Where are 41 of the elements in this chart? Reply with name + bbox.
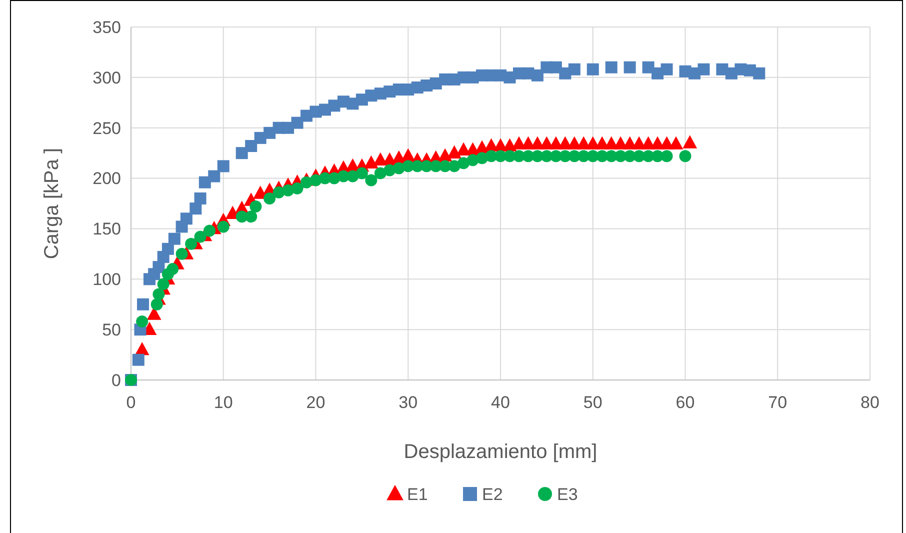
- point: [176, 248, 188, 260]
- y-tick-label: 100: [92, 270, 121, 290]
- point: [356, 167, 368, 180]
- point: [194, 230, 206, 243]
- legend-label: E2: [482, 484, 503, 504]
- x-tick-label: 30: [398, 393, 418, 412]
- x-tick-label: 50: [583, 393, 602, 412]
- point: [264, 192, 276, 204]
- x-tick-label: 0: [126, 393, 136, 412]
- y-axis-title: Carga [kPa ]: [41, 148, 63, 260]
- y-tick-label: 350: [92, 18, 121, 37]
- y-tick-label: 50: [102, 320, 121, 340]
- point: [150, 298, 163, 310]
- point: [217, 220, 230, 233]
- point: [250, 200, 262, 213]
- point: [185, 238, 198, 250]
- x-tick-label: 60: [676, 393, 695, 412]
- x-tick-label: 70: [768, 393, 788, 412]
- y-tick-label: 200: [92, 169, 121, 188]
- point: [679, 150, 692, 162]
- x-axis-title: Desplazamiento [mm]: [404, 441, 598, 463]
- y-tick-label: 250: [92, 118, 121, 138]
- point: [245, 210, 258, 223]
- y-tick-label: 150: [92, 220, 121, 239]
- y-tick-label: 0: [112, 370, 121, 390]
- y-tick-label: 300: [92, 68, 121, 88]
- point: [458, 157, 470, 170]
- x-tick-label: 10: [214, 393, 233, 412]
- x-tick-label: 80: [860, 393, 880, 412]
- legend-label: E1: [407, 484, 428, 504]
- legend-label: E3: [557, 484, 578, 504]
- point: [660, 150, 673, 162]
- x-tick-label: 20: [306, 393, 326, 412]
- point: [152, 288, 165, 300]
- point: [365, 174, 378, 186]
- point: [157, 278, 170, 290]
- x-tick-label: 40: [491, 393, 510, 412]
- point: [166, 263, 179, 276]
- point: [291, 182, 304, 194]
- point: [136, 316, 148, 328]
- point: [204, 224, 216, 237]
